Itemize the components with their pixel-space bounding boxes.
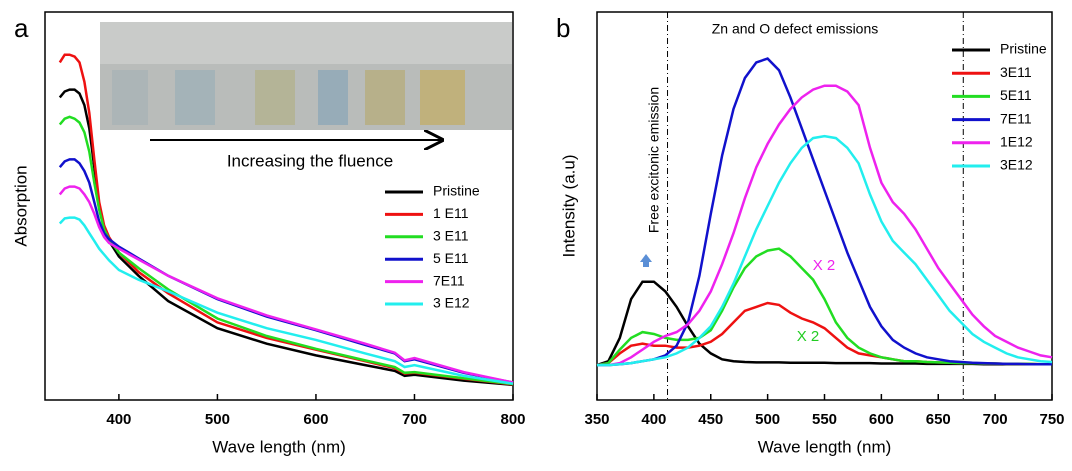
annotation: X 2 xyxy=(813,257,836,274)
x-tick-label: 500 xyxy=(755,411,780,428)
series-line xyxy=(58,115,514,386)
series-line xyxy=(596,280,1052,367)
legend-label: 3 E11 xyxy=(433,228,469,244)
panel-label: a xyxy=(14,13,29,43)
y-axis-label: Absorption xyxy=(11,165,30,246)
series-line xyxy=(597,84,1053,367)
x-tick-label: 750 xyxy=(1039,411,1064,428)
legend-label: 1E12 xyxy=(1000,134,1033,150)
up-arrow xyxy=(640,254,652,267)
x-tick-label: 700 xyxy=(983,411,1008,428)
x-tick-label: 350 xyxy=(584,411,609,428)
x-tick-label: 550 xyxy=(812,411,837,428)
series-line xyxy=(597,57,1052,367)
inset-photo xyxy=(100,22,512,130)
annotation: Zn and O defect emissions xyxy=(712,21,879,37)
series-line xyxy=(597,134,1053,367)
legend-label: 1 E11 xyxy=(433,205,469,221)
annotation: Increasing the fluence xyxy=(227,151,393,170)
panel-label: b xyxy=(556,13,570,43)
legend-label: 5 E11 xyxy=(433,250,469,266)
legend-label: 7E11 xyxy=(1000,110,1032,126)
series-line xyxy=(58,88,514,387)
legend-label: 3 E12 xyxy=(433,295,470,311)
x-tick-label: 700 xyxy=(402,411,427,428)
x-tick-label: 600 xyxy=(303,411,328,428)
y-axis-label: Intensity (a.u) xyxy=(559,155,578,258)
legend-label: 3E12 xyxy=(1000,157,1033,173)
series-line xyxy=(58,216,514,385)
annotation: X 2 xyxy=(797,328,820,345)
legend-label: 5E11 xyxy=(1000,87,1032,103)
legend-label: 3E11 xyxy=(1000,64,1032,80)
x-tick-label: 400 xyxy=(641,411,666,428)
x-tick-label: 800 xyxy=(500,411,525,428)
x-tick-label: 450 xyxy=(698,411,723,428)
x-axis-label: Wave length (nm) xyxy=(212,437,346,456)
x-tick-label: 400 xyxy=(106,411,131,428)
plot-frame xyxy=(44,11,514,401)
x-tick-label: 500 xyxy=(205,411,230,428)
legend-label: 7E11 xyxy=(433,272,465,288)
x-tick-label: 600 xyxy=(869,411,894,428)
x-tick-label: 650 xyxy=(926,411,951,428)
x-axis-label: Wave length (nm) xyxy=(758,437,892,456)
legend-label: Pristine xyxy=(1000,41,1047,57)
series-line xyxy=(58,185,514,384)
legend-label: Pristine xyxy=(433,183,480,199)
annotation: Free excitonic emission xyxy=(646,87,662,233)
